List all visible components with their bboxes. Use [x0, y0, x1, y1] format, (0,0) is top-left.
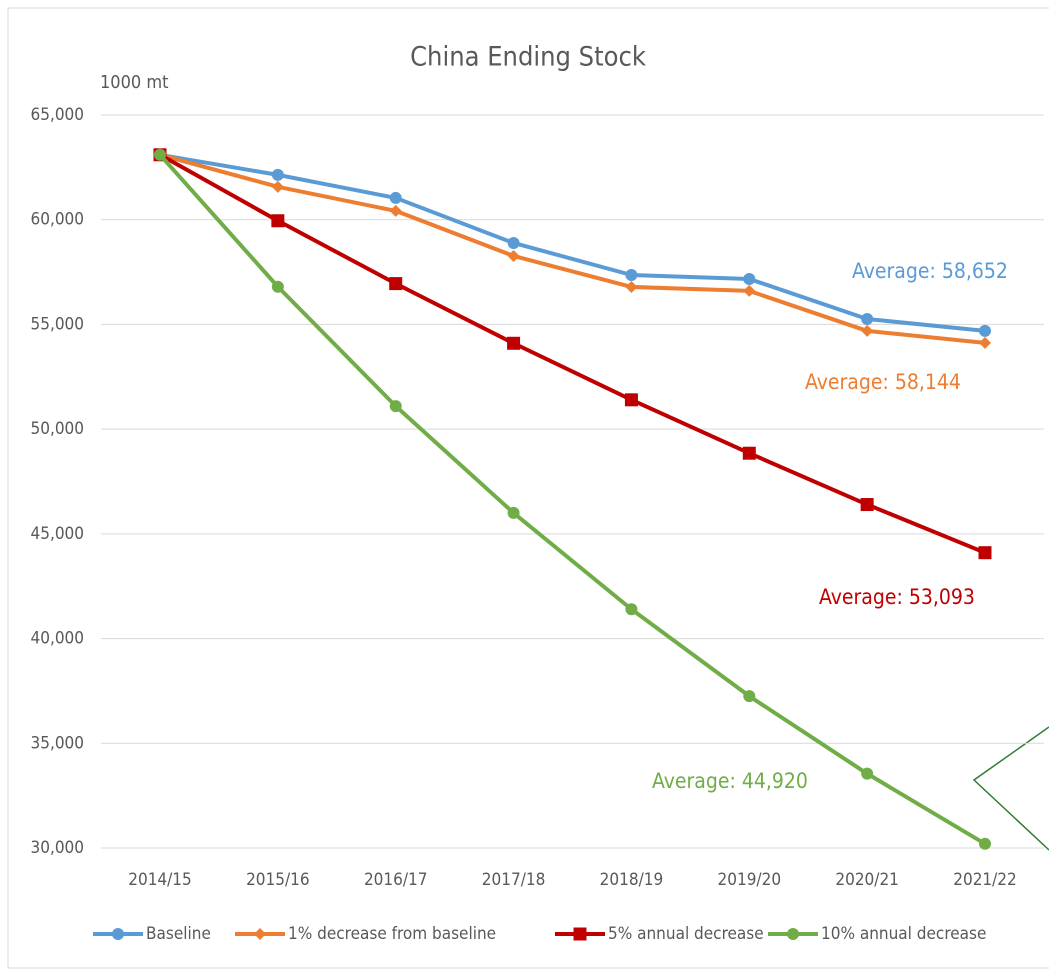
y-tick-label: 40,000	[31, 629, 85, 649]
y-tick-label: 35,000	[31, 733, 85, 753]
marker	[389, 204, 402, 217]
marker	[860, 498, 874, 512]
y-tick-label: 55,000	[31, 314, 85, 334]
annotation: Average: 44,920	[652, 769, 808, 793]
marker	[507, 506, 520, 519]
marker	[389, 277, 403, 291]
marker	[861, 767, 874, 780]
x-tick-label: 2015/16	[246, 870, 310, 890]
x-tick-label: 2014/15	[128, 870, 192, 890]
legend-label: 5% annual decrease	[608, 924, 764, 944]
x-tick-label: 2019/20	[718, 870, 782, 890]
annotation: Average: 53,093	[819, 585, 975, 609]
marker	[861, 312, 874, 325]
marker	[507, 336, 521, 350]
legend-label: Baseline	[146, 924, 211, 944]
callout-shape	[972, 726, 1049, 851]
legend-marker	[254, 928, 266, 940]
marker	[978, 546, 992, 560]
marker	[743, 272, 756, 285]
marker	[624, 393, 638, 407]
marker	[507, 249, 520, 262]
marker	[979, 324, 991, 337]
marker	[271, 180, 284, 193]
marker	[979, 837, 991, 850]
marker	[154, 148, 166, 161]
series-line	[159, 152, 986, 345]
legend-label: 10% annual decrease	[821, 924, 986, 944]
marker	[271, 168, 284, 181]
x-tick-label: 2021/22	[953, 870, 1017, 890]
annotation: Average: 58,652	[852, 259, 1008, 283]
x-tick-label: 2020/21	[835, 870, 899, 890]
marker	[743, 690, 756, 703]
marker	[861, 324, 874, 337]
marker	[271, 214, 285, 228]
marker	[507, 236, 520, 249]
marker	[742, 446, 756, 460]
legend-label: 1% decrease from baseline	[288, 924, 496, 944]
x-tick-label: 2018/19	[600, 870, 664, 890]
marker	[271, 280, 284, 293]
series-line	[159, 153, 986, 555]
x-tick-label: 2016/17	[364, 870, 428, 890]
series-line	[159, 152, 986, 333]
y-unit: 1000 mt	[100, 72, 168, 93]
y-tick-label: 60,000	[31, 210, 85, 230]
marker	[979, 336, 991, 349]
y-tick-label: 30,000	[31, 838, 85, 858]
annotation: Average: 58,144	[805, 370, 961, 394]
marker	[389, 400, 402, 413]
marker	[389, 191, 402, 204]
y-tick-label: 45,000	[31, 524, 85, 544]
x-tick-label: 2017/18	[482, 870, 546, 890]
legend-marker	[787, 928, 799, 940]
marker	[625, 280, 638, 293]
marker	[625, 269, 638, 282]
y-tick-label: 65,000	[31, 105, 85, 125]
marker	[625, 603, 638, 616]
chart-title: China Ending Stock	[410, 42, 646, 73]
y-tick-label: 50,000	[31, 419, 85, 439]
marker	[743, 284, 756, 297]
legend-marker	[573, 927, 587, 941]
legend-marker	[112, 928, 124, 940]
series-line	[158, 153, 987, 846]
